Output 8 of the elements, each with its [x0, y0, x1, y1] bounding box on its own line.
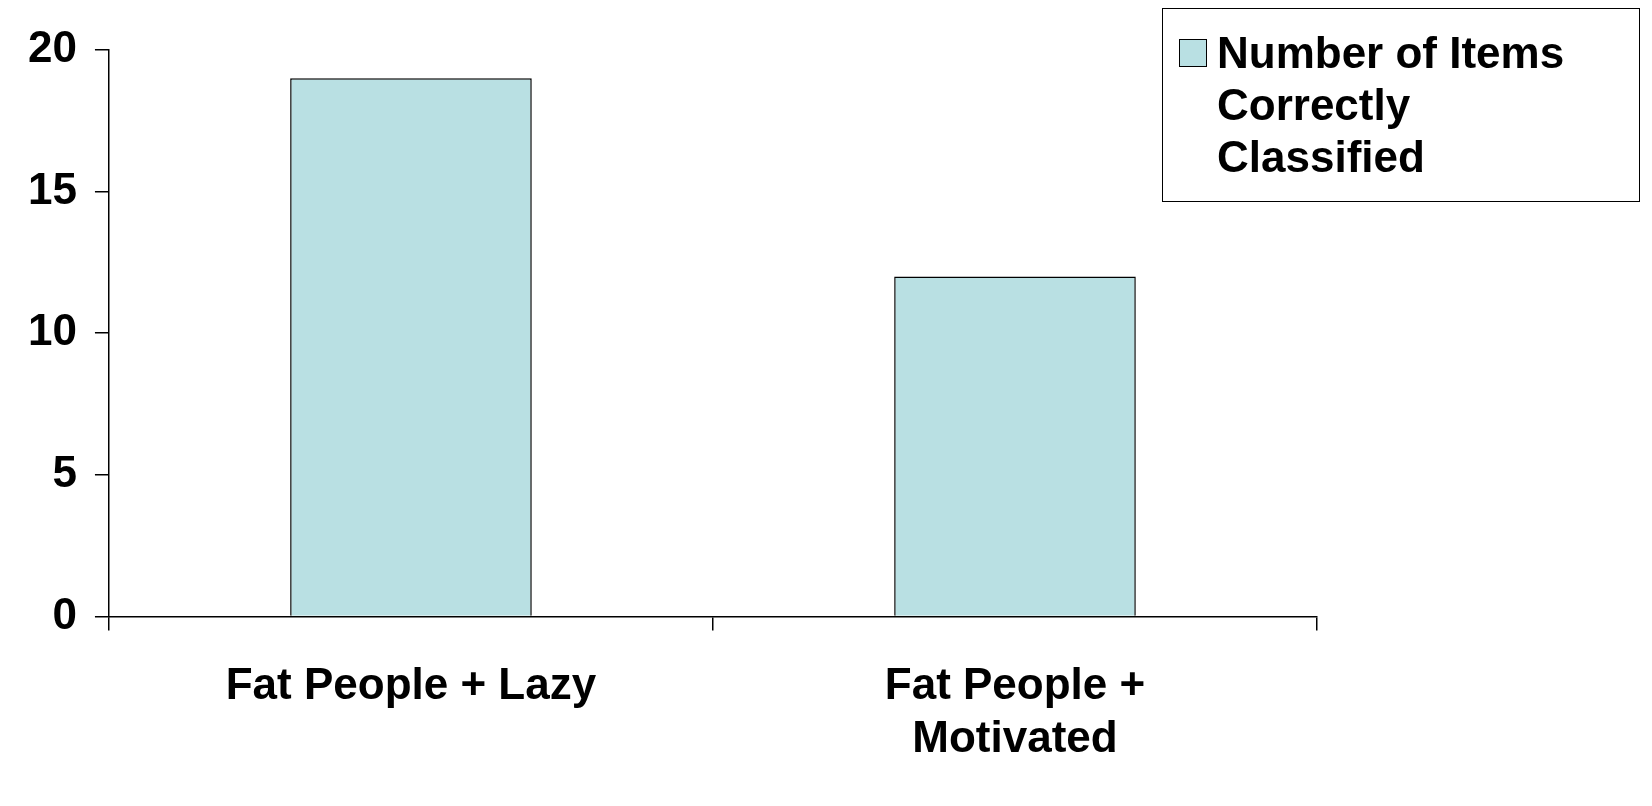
y-tick-label: 5	[52, 446, 77, 496]
y-tick-label: 10	[27, 305, 77, 355]
y-tick-label: 15	[27, 163, 77, 213]
x-tick-label: Fat People + Motivated	[884, 658, 1146, 761]
y-tick-label: 20	[27, 22, 77, 72]
legend-label: Number of Items Correctly Classified	[1217, 27, 1566, 183]
x-tick-label: Fat People + Lazy	[225, 658, 597, 708]
y-tick-label: 0	[52, 588, 77, 638]
